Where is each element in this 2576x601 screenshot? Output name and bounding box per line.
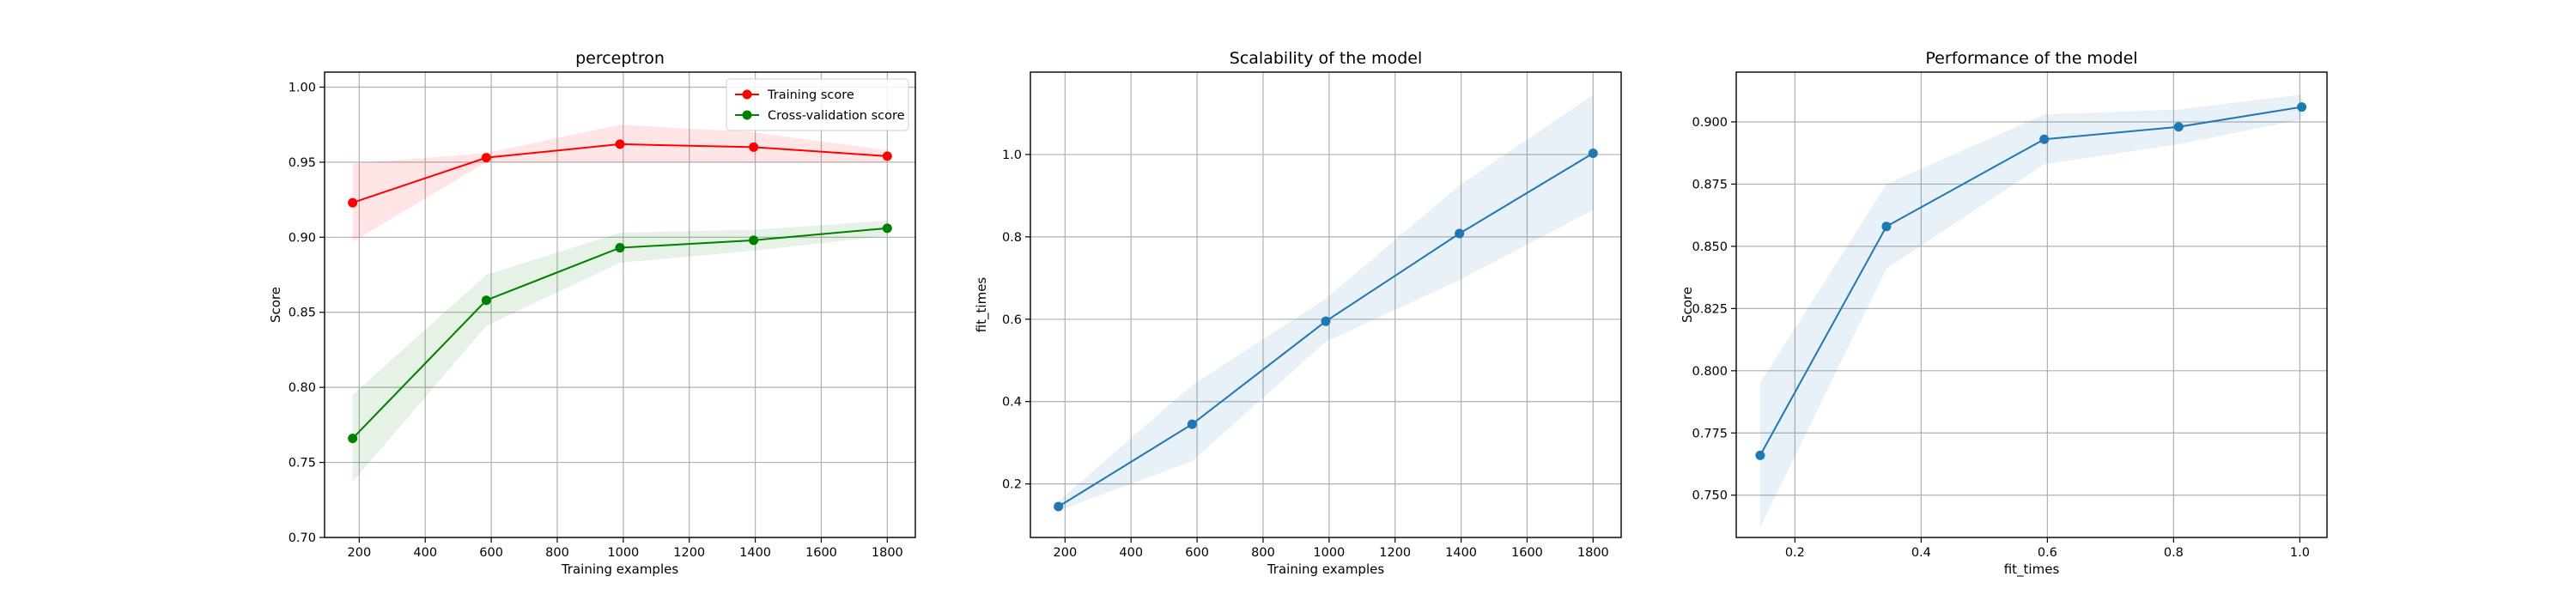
- data-point: [1455, 228, 1465, 239]
- y-tick-label: 1.00: [289, 81, 316, 94]
- data-point: [749, 235, 759, 246]
- y-axis-label: Score: [268, 287, 283, 323]
- x-tick-label: 200: [1054, 546, 1078, 560]
- legend-box: [726, 78, 909, 131]
- y-tick-label: 0.95: [289, 156, 316, 170]
- y-tick-label: 0.4: [1002, 396, 1022, 410]
- x-tick-label: 1000: [1313, 546, 1345, 560]
- legend-label: Cross-validation score: [768, 109, 905, 123]
- data-point: [882, 151, 892, 161]
- data-point: [1755, 450, 1765, 460]
- x-tick-label: 1200: [1379, 546, 1411, 560]
- x-tick-label: 400: [1119, 546, 1143, 560]
- y-tick-label: 0.6: [1002, 313, 1022, 327]
- data-point: [1881, 222, 1892, 232]
- y-tick-label: 0.800: [1692, 365, 1728, 379]
- y-tick-label: 0.775: [1692, 427, 1728, 440]
- x-tick-label: 0.6: [2038, 546, 2057, 560]
- y-tick-label: 0.8: [1002, 231, 1022, 245]
- x-tick-label: 1400: [1445, 546, 1477, 560]
- y-tick-label: 1.0: [1002, 149, 1022, 162]
- data-point: [481, 295, 491, 306]
- data-point: [1588, 148, 1598, 158]
- x-tick-label: 800: [1251, 546, 1275, 560]
- y-tick-label: 0.850: [1692, 240, 1728, 254]
- data-point: [2039, 134, 2050, 144]
- data-point: [1054, 501, 1064, 512]
- y-axis-label: fit_times: [974, 277, 990, 333]
- data-point: [2297, 102, 2307, 112]
- data-point: [615, 139, 625, 149]
- x-tick-label: 1.0: [2290, 546, 2310, 560]
- x-axis-label: fit_times: [2004, 562, 2060, 578]
- x-tick-label: 0.2: [1785, 546, 1805, 560]
- x-tick-label: 400: [413, 546, 437, 560]
- y-tick-label: 0.2: [1002, 478, 1022, 492]
- legend-label: Training score: [767, 88, 854, 102]
- x-tick-label: 600: [479, 546, 503, 560]
- confidence-band: [1759, 94, 2302, 528]
- scalability-panel: Scalability of the model Training exampl…: [974, 49, 1622, 577]
- x-tick-label: 800: [545, 546, 569, 560]
- y-tick-label: 0.875: [1692, 178, 1728, 191]
- legend-marker: [742, 89, 752, 100]
- y-tick-label: 0.825: [1692, 302, 1728, 316]
- chart-title: Scalability of the model: [1230, 49, 1422, 68]
- data-point: [348, 434, 358, 444]
- plot-area: [1030, 72, 1621, 537]
- x-tick-label: 0.8: [2164, 546, 2184, 560]
- data-point: [348, 197, 358, 208]
- plot-area: [325, 72, 915, 537]
- chart-title: perceptron: [575, 49, 665, 68]
- x-tick-label: 1800: [1577, 546, 1609, 560]
- x-tick-label: 0.4: [1911, 546, 1931, 560]
- confidence-band: [352, 221, 888, 483]
- y-tick-label: 0.750: [1692, 489, 1728, 503]
- x-tick-label: 1400: [739, 546, 771, 560]
- x-tick-label: 1800: [872, 546, 903, 560]
- data-point: [1187, 419, 1197, 429]
- chart-title: Performance of the model: [1925, 49, 2137, 68]
- performance-panel: Performance of the model fit_times Score…: [1680, 49, 2328, 578]
- x-tick-label: 1600: [805, 546, 837, 560]
- x-axis-label: Training examples: [561, 562, 679, 577]
- y-axis-label: Score: [1680, 287, 1695, 323]
- data-point: [615, 243, 625, 253]
- axes-frame: [324, 71, 916, 538]
- x-tick-label: 1600: [1511, 546, 1543, 560]
- data-point: [2173, 122, 2184, 132]
- x-tick-label: 1000: [607, 546, 639, 560]
- data-point: [481, 153, 491, 163]
- y-tick-label: 0.75: [289, 457, 316, 470]
- legend-marker: [742, 110, 752, 120]
- data-point: [1321, 316, 1331, 326]
- x-tick-label: 200: [348, 546, 372, 560]
- axes-frame: [1735, 71, 2328, 538]
- y-tick-label: 0.70: [289, 531, 316, 545]
- axes-frame: [1030, 71, 1622, 538]
- data-point: [882, 223, 892, 234]
- y-tick-label: 0.900: [1692, 116, 1728, 130]
- confidence-band: [1058, 94, 1594, 511]
- x-tick-label: 600: [1185, 546, 1209, 560]
- x-axis-label: Training examples: [1267, 562, 1385, 577]
- y-tick-label: 0.90: [289, 231, 316, 245]
- x-tick-label: 1200: [673, 546, 705, 560]
- learning-curve-panel: perceptron Training examples Score 200 40…: [268, 49, 916, 577]
- y-tick-label: 0.85: [289, 307, 316, 320]
- plot-area: [1736, 72, 2327, 537]
- y-tick-label: 0.80: [289, 381, 316, 395]
- data-point: [749, 142, 759, 152]
